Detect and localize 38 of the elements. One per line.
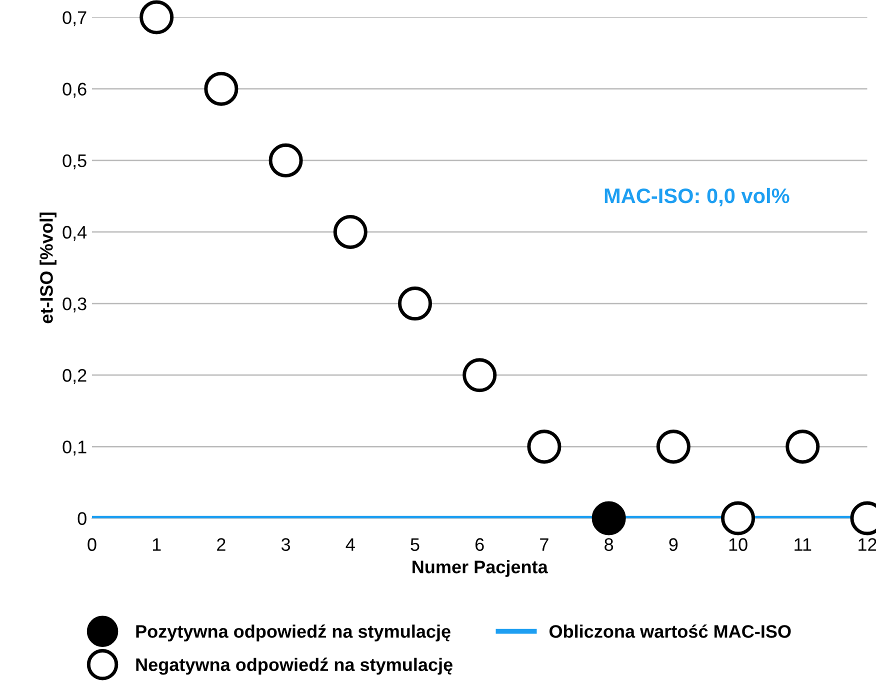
- x-tick-label: 9: [669, 538, 678, 551]
- x-tick-label: 12: [858, 538, 876, 551]
- x-tick-label: 3: [281, 538, 290, 551]
- y-tick-label: 0: [78, 512, 86, 525]
- y-tick-label: 0,2: [62, 369, 86, 384]
- x-tick-label: 0: [88, 538, 96, 551]
- point: [140, 0, 174, 34]
- point: [204, 72, 238, 106]
- x-tick-label: 7: [540, 538, 548, 551]
- point: [656, 430, 690, 464]
- y-tick-label: 0,7: [62, 11, 86, 26]
- y-axis-title: et-ISO [%vol]: [40, 212, 56, 324]
- y-tick-label: 0,3: [62, 297, 86, 312]
- x-tick-label: 5: [410, 538, 420, 551]
- legend-label: Pozytywna odpowiedź na stymulację: [136, 624, 450, 642]
- point: [592, 501, 626, 536]
- y-tick-label: 0,1: [62, 440, 86, 456]
- y-tick-label: 0,6: [62, 82, 86, 98]
- x-tick-label: 10: [729, 538, 748, 551]
- y-tick-label: 0,5: [62, 154, 86, 170]
- x-tick-label: 1: [152, 538, 161, 551]
- x-tick-label: 8: [604, 538, 614, 551]
- annotation: MAC-ISO: 0,0 vol%: [604, 188, 790, 206]
- point: [462, 358, 497, 392]
- legend-label: Negatywna odpowiedź na stymulację: [136, 658, 452, 675]
- legend-label: Obliczona wartość MAC-ISO: [549, 624, 791, 638]
- point: [527, 430, 562, 464]
- x-axis-title: Numer Pacjenta: [412, 560, 548, 577]
- point: [721, 501, 756, 536]
- y-tick-label: 0,4: [62, 226, 87, 241]
- point: [268, 143, 303, 178]
- point: [333, 214, 368, 249]
- point: [398, 286, 432, 321]
- x-tick-label: 11: [794, 538, 812, 551]
- x-tick-label: 2: [217, 538, 226, 551]
- x-tick-label: 6: [476, 538, 484, 551]
- point: [786, 430, 820, 464]
- x-tick-label: 4: [346, 538, 355, 551]
